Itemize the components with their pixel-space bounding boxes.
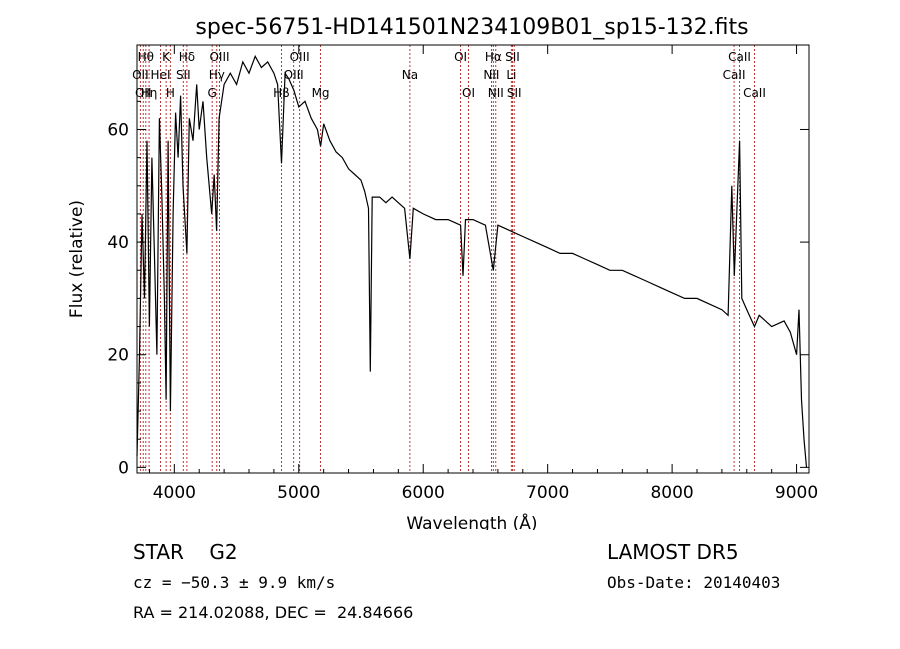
x-tick-label-1: 5000: [277, 483, 320, 503]
feature-label-17: OI: [454, 50, 467, 64]
y-tick-label-1: 20: [107, 346, 129, 366]
feature-label-20: Hα: [485, 50, 502, 64]
feature-label-26: CaII: [728, 50, 751, 64]
coordinates: RA = 214.02088, DEC = 24.84666: [133, 603, 414, 622]
chart-title: spec-56751-HD141501N234109B01_sp15-132.f…: [195, 15, 748, 40]
feature-label-19: NII: [483, 68, 499, 82]
x-tick-label-2: 6000: [402, 483, 445, 503]
feature-label-3: Hη: [141, 86, 158, 100]
feature-label-24: SII: [507, 86, 522, 100]
feature-label-14: OIII: [290, 50, 310, 64]
y-axis-label: Flux (relative): [67, 200, 87, 318]
feature-label-11: OIII: [209, 50, 229, 64]
feature-labels: OIIOIIHθHηHeIKHSIIHδGHγOIIIHβOIIIOIIIMgN…: [132, 50, 766, 100]
x-tick-label-3: 7000: [526, 483, 569, 503]
feature-label-1: OII: [135, 86, 152, 100]
y-tick-label-0: 0: [118, 458, 129, 478]
object-class: STAR G2: [133, 540, 238, 564]
feature-label-12: Hβ: [273, 86, 290, 100]
feature-lines: [139, 45, 755, 473]
feature-label-16: Na: [402, 68, 418, 82]
feature-label-0: OII: [132, 68, 149, 82]
feature-label-2: Hθ: [138, 50, 154, 64]
feature-label-23: SII: [505, 50, 520, 64]
x-tick-label-4: 8000: [650, 483, 693, 503]
feature-label-8: Hδ: [179, 50, 195, 64]
y-axis-ticks: 0 20 40 60: [107, 72, 809, 478]
feature-label-4: HeI: [151, 68, 171, 82]
redshift-velocity: cz = −50.3 ± 9.9 km/s: [133, 573, 336, 592]
x-axis-ticks: 4000 5000 6000 7000 8000 9000: [148, 45, 818, 503]
feature-label-7: SII: [176, 68, 191, 82]
feature-label-18: OI: [462, 86, 475, 100]
observation-date: Obs-Date: 20140403: [607, 573, 781, 592]
y-tick-label-2: 40: [107, 233, 129, 253]
feature-label-21: NII: [488, 86, 504, 100]
x-tick-label-0: 4000: [153, 483, 196, 503]
feature-label-25: CaII: [723, 68, 746, 82]
feature-label-5: K: [162, 50, 171, 64]
feature-label-9: G: [208, 86, 217, 100]
spectrum-plot: spec-56751-HD141501N234109B01_sp15-132.f…: [67, 15, 818, 530]
x-axis-label: Wavelength (Å): [406, 512, 537, 530]
feature-label-15: Mg: [312, 86, 330, 100]
plot-frame: [136, 44, 810, 474]
spectrum-line: [136, 54, 808, 468]
subclass: G2: [209, 540, 238, 564]
class-type: STAR: [133, 540, 184, 564]
y-tick-label-3: 60: [107, 120, 129, 140]
survey-name: LAMOST DR5: [607, 540, 739, 564]
feature-label-10: Hγ: [209, 68, 225, 82]
feature-label-6: H: [166, 86, 175, 100]
feature-label-27: CaII: [743, 86, 766, 100]
feature-label-22: Li: [506, 68, 516, 82]
x-tick-label-5: 9000: [775, 483, 818, 503]
